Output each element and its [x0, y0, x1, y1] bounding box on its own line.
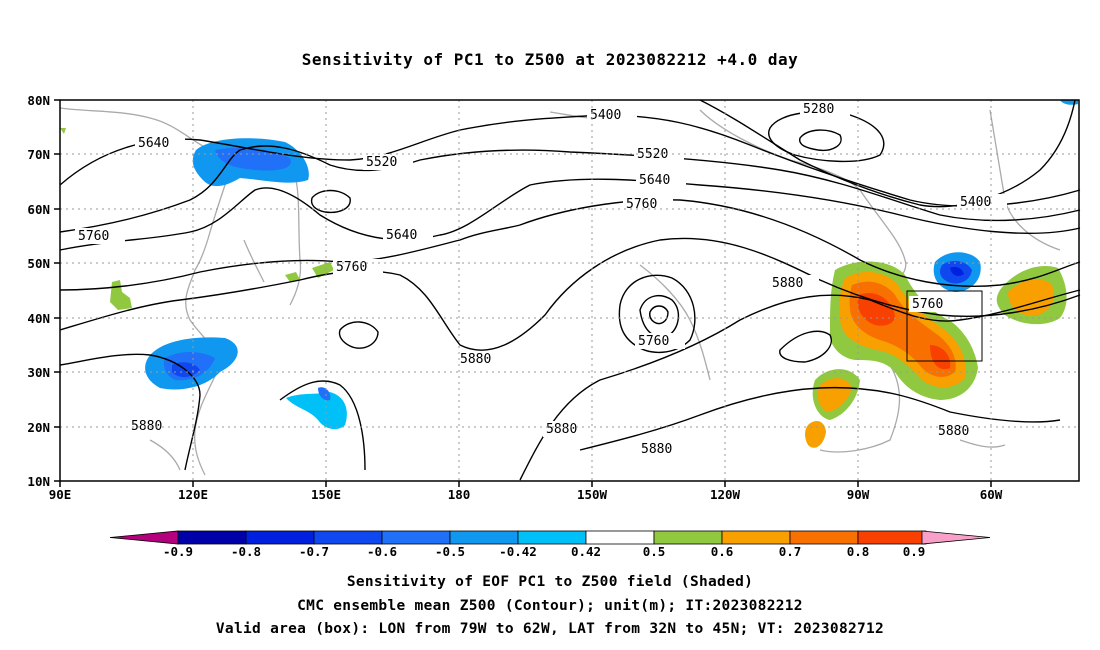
lat-label: 60N [27, 202, 50, 217]
colorbar-swatch [585, 530, 655, 545]
longitude-labels: 90E 120E 150E 180 150W 120W 90W 60W [49, 487, 1003, 502]
lat-label: 20N [27, 420, 50, 435]
map-frame [59, 99, 1080, 482]
colorbar-label: 0.9 [903, 544, 926, 559]
caption-valid-area: Valid area (box): LON from 79W to 62W, L… [215, 621, 885, 637]
colorbar-label: 0.6 [711, 544, 734, 559]
lat-label: 70N [27, 147, 50, 162]
graticule [60, 100, 1079, 481]
contour-label: 5520 [366, 155, 397, 170]
contour-label: 5880 [938, 424, 969, 439]
contour-label: 5760 [78, 229, 109, 244]
contour-label: 5400 [960, 195, 991, 210]
latitude-labels: 80N 70N 60N 50N 40N 30N 20N 10N [27, 93, 50, 489]
colorbar-swatch [381, 530, 451, 545]
lon-label: 120E [178, 487, 208, 502]
colorbar [109, 530, 991, 545]
contour-label: 5640 [138, 136, 169, 151]
colorbar-swatch [449, 530, 519, 545]
colorbar-swatch [653, 530, 723, 545]
contour-label: 5880 [772, 276, 803, 291]
colorbar-label: 0.42 [571, 544, 601, 559]
valid-area-box [906, 290, 983, 362]
colorbar-swatch [857, 530, 927, 545]
z500-contours [59, 99, 1081, 481]
colorbar-label: -0.9 [163, 544, 193, 559]
lon-label: 180 [448, 487, 471, 502]
colorbar-label: -0.6 [367, 544, 397, 559]
lon-label: 90W [847, 487, 870, 502]
contour-label: 5760 [912, 297, 943, 312]
contour-label: 5520 [637, 147, 668, 162]
colorbar-over-triangle [921, 530, 991, 545]
colorbar-label: -0.5 [435, 544, 465, 559]
contour-label: 5760 [626, 197, 657, 212]
lon-label: 120W [710, 487, 741, 502]
lat-label: 50N [27, 256, 50, 271]
contour-labels: 5640 5520 5400 5280 5520 5640 5760 5400 … [75, 101, 1007, 457]
colorbar-swatch [313, 530, 383, 545]
lon-label: 150E [311, 487, 341, 502]
colorbar-swatch [517, 530, 587, 545]
colorbar-label: -0.42 [499, 544, 537, 559]
lat-label: 30N [27, 365, 50, 380]
lon-label: 150W [577, 487, 608, 502]
colorbar-label: -0.8 [231, 544, 261, 559]
contour-label: 5880 [546, 422, 577, 437]
colorbar-swatch [789, 530, 859, 545]
contour-label: 5760 [336, 260, 367, 275]
colorbar-label: 0.5 [643, 544, 666, 559]
contour-label: 5640 [386, 228, 417, 243]
contour-label: 5400 [590, 108, 621, 123]
caption-contour: CMC ensemble mean Z500 (Contour); unit(m… [297, 598, 803, 614]
colorbar-label: -0.7 [299, 544, 329, 559]
contour-label: 5640 [639, 173, 670, 188]
contour-label: 5760 [638, 334, 669, 349]
colorbar-labels: -0.9 -0.8 -0.7 -0.6 -0.5 -0.42 0.42 0.5 … [163, 544, 925, 559]
shading-negative [145, 100, 1078, 430]
colorbar-label: 0.7 [779, 544, 802, 559]
colorbar-label: 0.8 [847, 544, 870, 559]
contour-label: 5880 [641, 442, 672, 457]
figure-title: Sensitivity of PC1 to Z500 at 2023082212… [301, 50, 799, 69]
colorbar-under-triangle [109, 530, 179, 545]
colorbar-swatch [245, 530, 315, 545]
contour-label: 5880 [460, 352, 491, 367]
colorbar-swatch [177, 530, 247, 545]
contour-label: 5280 [803, 102, 834, 117]
lat-label: 40N [27, 311, 50, 326]
lon-label: 90E [49, 487, 72, 502]
lat-label: 10N [27, 474, 50, 489]
contour-label: 5880 [131, 419, 162, 434]
colorbar-swatch [721, 530, 791, 545]
lat-label: 80N [27, 93, 50, 108]
lon-label: 60W [980, 487, 1003, 502]
caption-shading: Sensitivity of EOF PC1 to Z500 field (Sh… [346, 574, 754, 590]
tick-marks [54, 99, 992, 487]
